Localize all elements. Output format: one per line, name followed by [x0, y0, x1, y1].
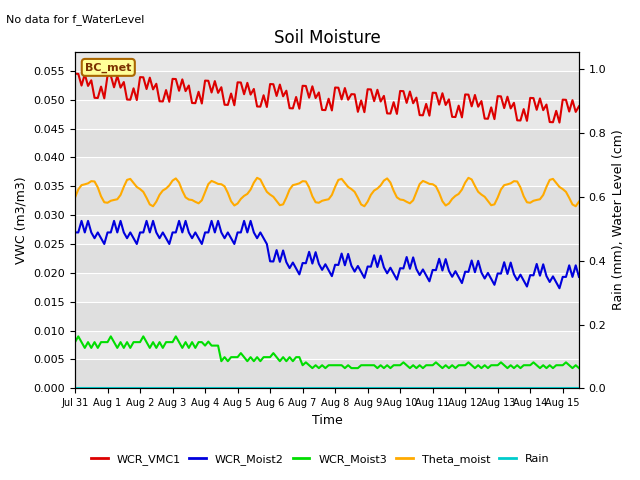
Bar: [75, 302, 579, 331]
Bar: [75, 360, 579, 388]
Bar: [75, 71, 579, 100]
Bar: [75, 244, 579, 273]
Y-axis label: VWC (m3/m3): VWC (m3/m3): [15, 176, 28, 264]
Bar: [75, 129, 579, 157]
Legend: WCR_VMC1, WCR_Moist2, WCR_Moist3, Theta_moist, Rain: WCR_VMC1, WCR_Moist2, WCR_Moist3, Theta_…: [86, 450, 554, 469]
Title: Soil Moisture: Soil Moisture: [274, 29, 380, 48]
X-axis label: Time: Time: [312, 414, 342, 427]
Bar: [75, 186, 579, 215]
Text: BC_met: BC_met: [85, 62, 131, 72]
Y-axis label: Rain (mm), Water Level (cm): Rain (mm), Water Level (cm): [612, 130, 625, 311]
Text: No data for f_WaterLevel: No data for f_WaterLevel: [6, 14, 145, 25]
